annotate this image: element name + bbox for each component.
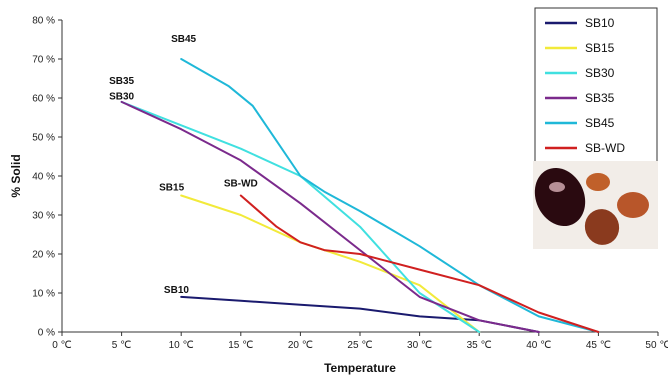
x-tick-label: 25 ℃ [347,340,372,351]
y-tick-label: 20 % [32,250,55,261]
x-axis-ticks: 0 ℃ 5 ℃ 10 ℃ 15 ℃ 20 ℃ 25 ℃ 30 ℃ 35 ℃ 40 ℃ 45 ℃ 50… [52,332,668,351]
legend-box [534,7,658,165]
legend-entry-label: SB15 [585,41,615,55]
legend-entry-label: SB30 [585,66,615,80]
y-tick-label: 10 % [32,289,55,300]
legend-entry-label: SB45 [585,116,615,130]
legend-entry-label: SB10 [585,16,615,30]
series-annotations: SB45 SB35 SB30 SB15 SB-WD SB10 [109,34,258,296]
y-tick-label: 70 % [32,55,55,66]
date-highlight [549,182,565,192]
legend-entry-label: SB-WD [585,141,625,155]
y-tick-label: 0 % [38,328,55,339]
x-tick-label: 10 ℃ [169,340,194,351]
date-fruit-half [584,209,620,245]
annotation-label: SB10 [164,285,189,296]
x-tick-label: 15 ℃ [228,340,253,351]
y-axis-label: % Solid [9,154,23,197]
x-axis-label: Temperature [324,361,396,375]
annotation-label: SB30 [109,92,134,103]
dates-photo [533,161,658,249]
y-tick-label: 30 % [32,211,55,222]
series-line-sb45 [180,58,600,333]
date-seed [617,192,649,218]
series-line-sb15 [180,194,481,333]
x-tick-label: 0 ℃ [52,340,72,351]
series-lines [120,58,600,333]
date-seed [586,173,610,191]
x-tick-label: 45 ℃ [586,340,611,351]
y-tick-label: 50 % [32,133,55,144]
series-line-sb-wd [239,194,600,333]
annotation-label: SB15 [159,182,184,193]
legend-entry-label: SB35 [585,91,615,105]
legend: SB10 SB15 SB30 SB35 SB45 SB-WD [534,7,658,165]
series-line-sb35 [120,100,540,333]
x-tick-label: 5 ℃ [112,340,132,351]
x-tick-label: 40 ℃ [526,340,551,351]
x-tick-label: 50 ℃ [645,340,668,351]
x-tick-label: 30 ℃ [407,340,432,351]
annotation-label: SB35 [109,76,134,87]
annotation-label: SB-WD [224,179,258,190]
x-tick-label: 20 ℃ [288,340,313,351]
x-tick-label: 35 ℃ [467,340,492,351]
y-tick-label: 60 % [32,94,55,105]
y-tick-label: 40 % [32,172,55,183]
date-fruit [534,167,586,227]
annotation-label: SB45 [171,34,196,45]
y-axis-ticks: 0 % 10 % 20 % 30 % 40 % 50 % 60 % 70 % 80 % [32,16,62,339]
y-tick-label: 80 % [32,16,55,27]
